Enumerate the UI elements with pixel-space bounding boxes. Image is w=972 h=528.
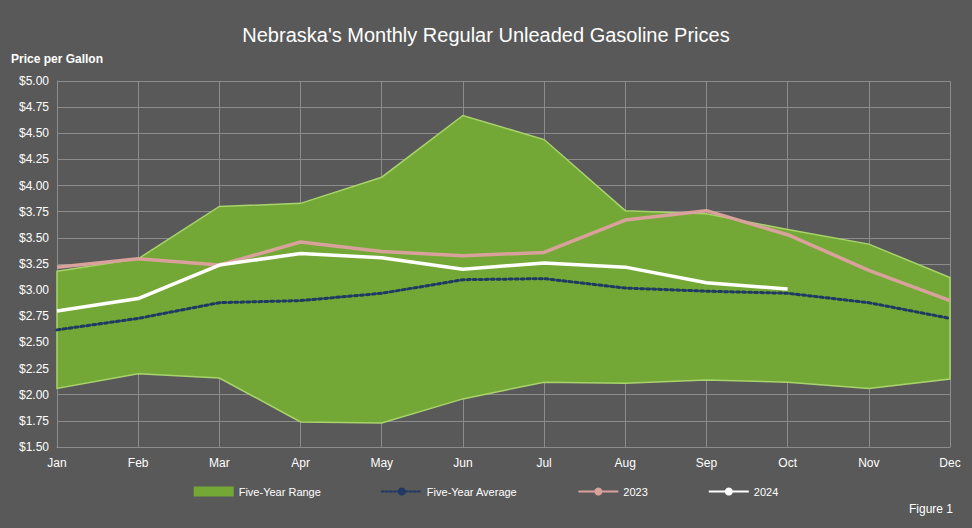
svg-text:$3.25: $3.25	[19, 257, 49, 271]
svg-text:$2.50: $2.50	[19, 335, 49, 349]
svg-text:Five-Year Average: Five-Year Average	[427, 486, 517, 498]
svg-text:Aug: Aug	[615, 456, 636, 470]
svg-text:Jun: Jun	[453, 456, 472, 470]
svg-text:Mar: Mar	[209, 456, 230, 470]
svg-text:Apr: Apr	[291, 456, 310, 470]
svg-text:Oct: Oct	[778, 456, 797, 470]
svg-text:Sep: Sep	[696, 456, 718, 470]
svg-text:$2.75: $2.75	[19, 309, 49, 323]
svg-text:Five-Year Range: Five-Year Range	[239, 486, 321, 498]
svg-text:Feb: Feb	[128, 456, 149, 470]
svg-text:2024: 2024	[754, 486, 778, 498]
svg-text:Jan: Jan	[47, 456, 66, 470]
svg-text:$3.50: $3.50	[19, 231, 49, 245]
svg-text:$2.25: $2.25	[19, 362, 49, 376]
svg-text:$4.25: $4.25	[19, 152, 49, 166]
svg-text:$1.75: $1.75	[19, 414, 49, 428]
svg-text:Jul: Jul	[536, 456, 551, 470]
svg-text:$4.00: $4.00	[19, 179, 49, 193]
svg-text:Figure 1: Figure 1	[909, 502, 953, 516]
svg-text:$1.50: $1.50	[19, 440, 49, 454]
svg-text:Nov: Nov	[858, 456, 879, 470]
svg-text:$5.00: $5.00	[19, 74, 49, 88]
svg-text:$2.00: $2.00	[19, 388, 49, 402]
svg-text:Dec: Dec	[939, 456, 960, 470]
svg-text:Price per Gallon: Price per Gallon	[11, 52, 103, 66]
svg-text:2023: 2023	[623, 486, 647, 498]
svg-text:$4.75: $4.75	[19, 100, 49, 114]
svg-text:$3.00: $3.00	[19, 283, 49, 297]
svg-text:May: May	[370, 456, 393, 470]
svg-text:Nebraska's Monthly Regular Unl: Nebraska's Monthly Regular Unleaded Gaso…	[242, 24, 729, 46]
svg-text:$4.50: $4.50	[19, 126, 49, 140]
svg-text:$3.75: $3.75	[19, 205, 49, 219]
